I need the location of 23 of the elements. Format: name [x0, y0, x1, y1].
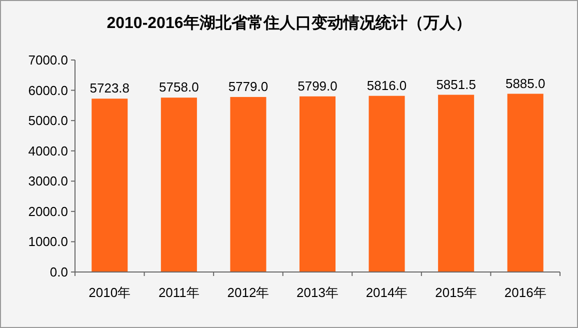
data-label: 5851.5	[436, 76, 476, 92]
y-tick-label: 5000.0	[28, 113, 68, 128]
data-label: 5799.0	[298, 78, 338, 94]
chart-title: 2010-2016年湖北省常住人口变动情况统计（万人）	[106, 14, 472, 32]
data-label: 5816.0	[366, 78, 407, 93]
data-label: 5885.0	[505, 76, 546, 91]
y-tick-label: 3000.0	[28, 174, 68, 189]
x-tick-label: 2011年	[158, 285, 200, 300]
x-tick-label: 2014年	[366, 285, 408, 300]
x-tick-label: 2012年	[227, 285, 270, 300]
y-tick-label: 6000.0	[28, 82, 68, 98]
data-label: 5758.0	[159, 80, 199, 95]
x-tick-label: 2016年	[504, 285, 546, 300]
y-tick-label: 7000.0	[28, 52, 68, 68]
y-tick-label: 4000.0	[28, 143, 68, 158]
x-tick-label: 2015年	[435, 285, 478, 300]
x-tick-label: 2013年	[296, 285, 338, 300]
y-tick-label: 0.0	[50, 264, 68, 280]
y-tick-label: 1000.0	[28, 234, 68, 250]
x-tick-label: 2010年	[88, 285, 131, 300]
data-label: 5723.8	[90, 80, 130, 96]
data-label: 5779.0	[228, 78, 268, 94]
y-tick-label: 2000.0	[28, 204, 68, 219]
